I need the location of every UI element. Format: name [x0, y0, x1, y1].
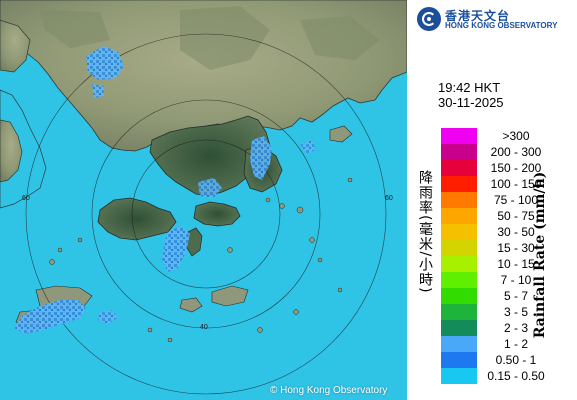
outer-ring-label-east: 60: [385, 195, 393, 202]
lantau-island: [97, 197, 177, 241]
legend-row: 7 - 10: [441, 272, 577, 288]
hko-emblem-icon: [417, 7, 441, 31]
legend-label: 100 - 150: [490, 177, 542, 191]
legend-label: 150 - 200: [490, 161, 542, 175]
legend-row: 15 - 30: [441, 240, 577, 256]
legend-swatch: [441, 160, 477, 176]
legend-row: 200 - 300: [441, 144, 577, 160]
rain-cell-southwest: [14, 300, 86, 334]
legend-row: 100 - 150: [441, 176, 577, 192]
legend-swatch: [441, 336, 477, 352]
scattered-islets: [49, 177, 353, 343]
legend-swatch: [441, 288, 477, 304]
legend-label: 5 - 7: [503, 289, 528, 303]
rain-echoes: [14, 46, 316, 334]
legend-swatch: [441, 352, 477, 368]
legend-row: 5 - 7: [441, 288, 577, 304]
legend-label: 50 - 75: [497, 209, 535, 223]
legend-swatch: [441, 304, 477, 320]
legend-label: 10 - 15: [497, 257, 535, 271]
legend-label: 75 - 100: [493, 193, 539, 207]
west-delta-land: [0, 19, 31, 73]
legend-row: 0.15 - 0.50: [441, 368, 577, 384]
rain-cell-east-coast: [250, 136, 272, 180]
rain-cell-north-2: [92, 84, 104, 98]
legend-row: 1 - 2: [441, 336, 577, 352]
legend-swatch: [441, 208, 477, 224]
mainland-hills: [40, 6, 380, 70]
legend-swatch: [441, 176, 477, 192]
legend-row: 0.50 - 1: [441, 352, 577, 368]
legend-label: 30 - 50: [497, 225, 535, 239]
legend-swatch: [441, 320, 477, 336]
legend-swatch: [441, 192, 477, 208]
legend-label: 1 - 2: [503, 337, 528, 351]
legend-label: 200 - 300: [490, 145, 542, 159]
rain-cell-northeast: [300, 140, 316, 154]
west-bank: [0, 119, 23, 183]
radar-map[interactable]: 40 60 60 © Hong Kong Observatory: [0, 0, 407, 400]
range-rings: [25, 33, 387, 395]
legend-label: 0.15 - 0.50: [487, 369, 545, 383]
legend-swatch: [441, 128, 477, 144]
river-channel: [0, 89, 47, 209]
rain-band-south: [162, 226, 190, 272]
legend-row: 30 - 50: [441, 224, 577, 240]
legend-row: 2 - 3: [441, 320, 577, 336]
legend-row: 50 - 75: [441, 208, 577, 224]
rain-cell-central: [198, 178, 222, 198]
legend-label: 0.50 - 1: [495, 353, 537, 367]
hko-logo[interactable]: 香港天文台 HONG KONG OBSERVATORY: [417, 7, 577, 31]
range-ring-label: 40: [200, 324, 208, 331]
side-panel: 香港天文台 HONG KONG OBSERVATORY 19:42 HKT 30…: [407, 0, 577, 400]
legend-row: 75 - 100: [441, 192, 577, 208]
rain-cell-south-small: [98, 310, 118, 324]
observation-time: 19:42 HKT: [438, 80, 501, 95]
legend-swatch: [441, 368, 477, 384]
observation-date: 30-11-2025: [438, 95, 504, 110]
legend-swatch: [441, 256, 477, 272]
island-s-2: [179, 297, 203, 313]
legend-swatch: [441, 272, 477, 288]
legend-title-chinese: 降雨率(毫米/小時): [417, 170, 433, 294]
legend-label: 3 - 5: [503, 305, 528, 319]
legend-title-english: Rainfall Rate (mm/h): [532, 171, 548, 339]
legend-swatch: [441, 224, 477, 240]
rainfall-legend: >300 200 - 300 150 - 200 100 - 150 75 - 100 5…: [441, 128, 577, 384]
legend-label: 15 - 30: [497, 241, 535, 255]
island-e-1: [329, 125, 353, 143]
legend-row: 3 - 5: [441, 304, 577, 320]
island-s-1: [211, 285, 249, 307]
legend-swatch: [441, 144, 477, 160]
legend-label: 7 - 10: [500, 273, 532, 287]
radar-map-canvas: 40 60 60: [0, 0, 407, 395]
legend-label: 2 - 3: [503, 321, 528, 335]
copyright-text: © Hong Kong Observatory: [270, 385, 388, 396]
legend-row: >300: [441, 128, 577, 144]
legend-label: >300: [502, 129, 530, 143]
legend-row: 10 - 15: [441, 256, 577, 272]
rain-cell-north: [86, 46, 124, 80]
legend-swatch: [441, 240, 477, 256]
outer-ring-label-west: 60: [22, 195, 30, 202]
logo-chinese-text: 香港天文台: [445, 9, 511, 23]
logo-english-text: HONG KONG OBSERVATORY: [445, 21, 558, 30]
hong-kong-island: [193, 201, 241, 227]
legend-row: 150 - 200: [441, 160, 577, 176]
